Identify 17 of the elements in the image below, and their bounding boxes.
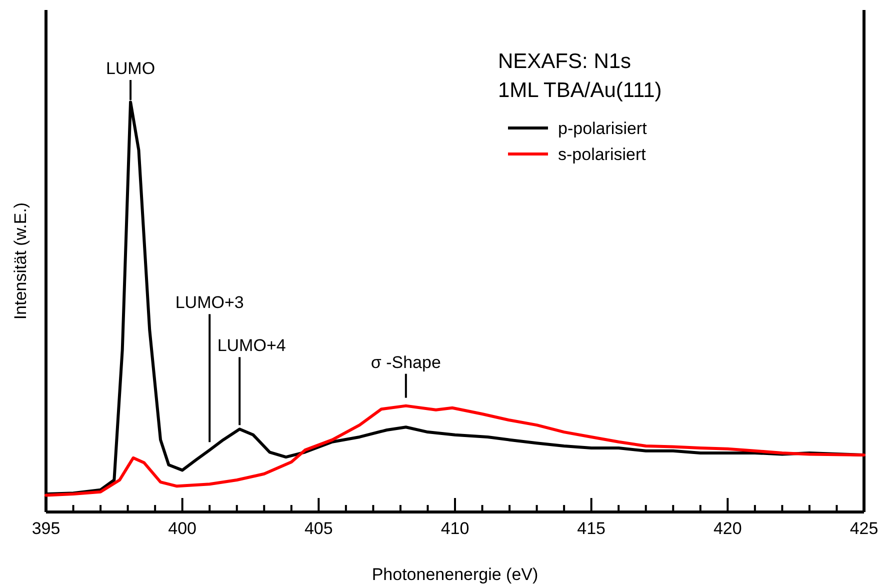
x-tick-label: 415 (577, 519, 606, 538)
annotation: LUMO+3 (175, 293, 244, 312)
annotation: LUMO (106, 59, 156, 78)
chart-subtitle: 1ML TBA/Au(111) (498, 79, 662, 102)
x-tick-label: 420 (713, 519, 742, 538)
legend-label: p-polarisiert (558, 119, 648, 138)
x-tick-label: 425 (850, 519, 878, 538)
chart-title: NEXAFS: N1s (498, 50, 632, 73)
y-axis-title: Intensität (w.E.) (11, 202, 30, 320)
legend-label: s-polarisiert (558, 145, 646, 164)
annotation: LUMO+4 (217, 336, 286, 356)
annotation: σ -Shape (370, 352, 441, 372)
x-tick-label: 410 (440, 519, 470, 538)
x-tick-label: 405 (304, 519, 333, 538)
x-axis-title: Photonenenergie (eV) (372, 565, 538, 584)
x-tick-label: 400 (168, 519, 197, 538)
x-tick-label: 395 (32, 519, 60, 538)
